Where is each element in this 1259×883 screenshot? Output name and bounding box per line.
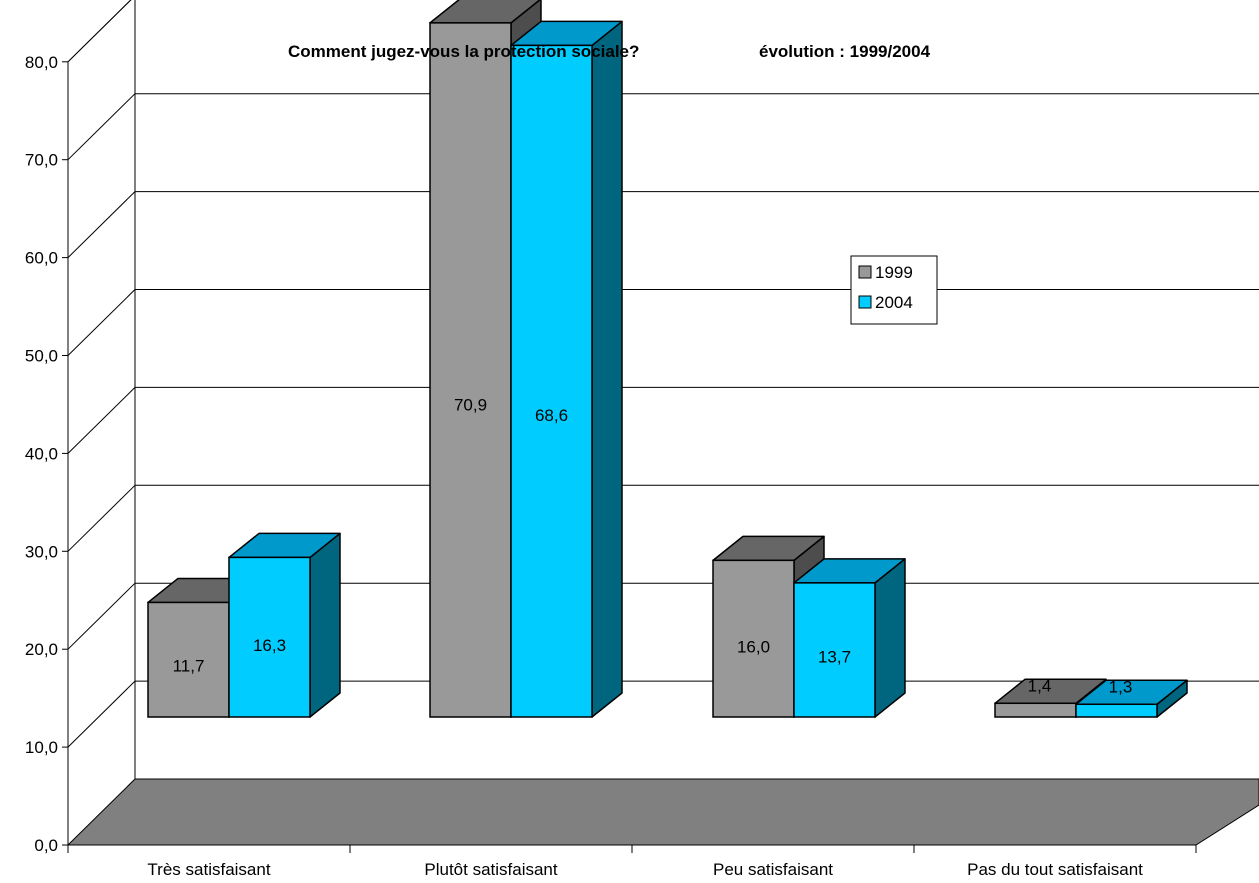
- bar-front: [429, 22, 512, 718]
- gridline-side: [67, 0, 132, 63]
- bar-front: [712, 559, 795, 718]
- x-tick-label: Pas du tout satisfaisant: [967, 860, 1143, 879]
- legend-label: 2004: [875, 293, 913, 312]
- y-axis: 0,0 10,0 20,0 30,0 40,0 50,0 60,0 70,0 80,0: [25, 53, 68, 855]
- data-label: 16,0: [737, 638, 770, 657]
- chart-title: Comment jugez-vous la protection sociale…: [288, 42, 639, 61]
- gridline-side: [67, 191, 136, 258]
- data-label: 70,9: [454, 396, 487, 415]
- data-label: 1,3: [1109, 677, 1133, 696]
- gridline-side: [67, 289, 136, 356]
- gridline-side: [67, 387, 136, 454]
- bar: [1075, 679, 1188, 718]
- y-tick-label: 0,0: [34, 836, 58, 855]
- gridline-side: [67, 484, 136, 552]
- bar-front: [510, 44, 593, 718]
- y-tick-label: 30,0: [25, 542, 58, 561]
- y-tick-label: 80,0: [25, 53, 58, 72]
- x-tick-label: Plutôt satisfaisant: [424, 860, 558, 879]
- bar-side: [591, 20, 623, 718]
- gridlines: [67, 0, 1259, 748]
- bar: [510, 20, 623, 718]
- chart-subtitle: évolution : 1999/2004: [759, 42, 931, 61]
- bar: [228, 532, 341, 718]
- y-tick-label: 40,0: [25, 444, 58, 463]
- x-axis: Très satisfaisant Plutôt satisfaisant Peu …: [67, 844, 1197, 879]
- bar: [793, 558, 906, 718]
- legend-swatch: [858, 295, 872, 309]
- gridline-side: [67, 582, 136, 650]
- gridline-side: [67, 680, 136, 748]
- data-label: 11,7: [173, 656, 205, 675]
- bar-side: [874, 558, 906, 718]
- y-tick-label: 60,0: [25, 249, 58, 268]
- bar-front: [1075, 703, 1158, 718]
- bar-front: [147, 601, 230, 718]
- legend-swatch: [858, 265, 872, 279]
- gridline-side: [67, 93, 136, 161]
- bar-front: [228, 556, 311, 718]
- y-tick-label: 50,0: [25, 347, 58, 366]
- bar-front: [793, 582, 876, 718]
- data-label: 16,3: [253, 636, 286, 655]
- chart-floor: [66, 778, 1259, 846]
- legend: 1999 2004: [850, 255, 938, 325]
- data-label: 13,7: [818, 648, 851, 667]
- x-tick-label: Très satisfaisant: [147, 860, 270, 879]
- bars: [147, 0, 1188, 718]
- y-tick-label: 70,0: [25, 151, 58, 170]
- legend-label: 1999: [875, 263, 913, 282]
- data-label: 1,4: [1028, 676, 1052, 695]
- floor-plane: [66, 778, 1259, 846]
- data-labels: 11,7 70,9 16,0 1,4 16,3 68,6 13,7 1,3: [173, 396, 1133, 697]
- data-label: 68,6: [535, 406, 568, 425]
- bar-side: [309, 532, 341, 718]
- x-tick-label: Peu satisfaisant: [713, 860, 833, 879]
- bar-front: [994, 702, 1077, 718]
- y-tick-label: 10,0: [25, 738, 58, 757]
- y-tick-label: 20,0: [25, 640, 58, 659]
